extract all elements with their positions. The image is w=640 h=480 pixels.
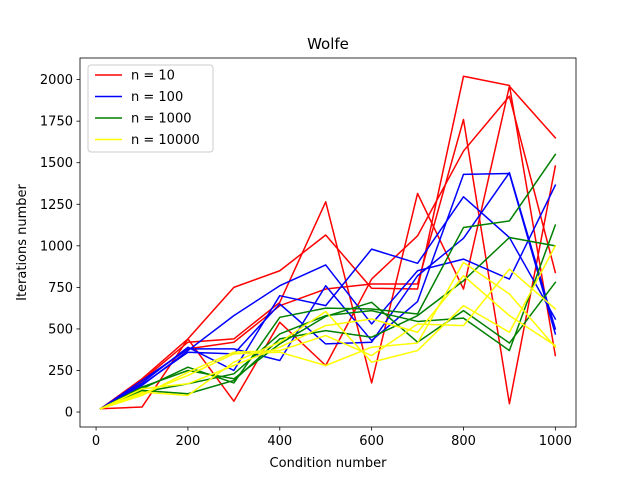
y-tick-label-0: 0: [65, 406, 73, 421]
y-axis-ticks: 0 250 500 750 1000 1250 1500 1750 2000: [40, 73, 80, 421]
x-tick-label-1000: 1000: [539, 434, 572, 449]
y-tick-label-750: 750: [48, 281, 73, 296]
y-tick-label-1000: 1000: [40, 239, 73, 254]
series-line-7: [99, 171, 557, 410]
y-tick-label-1250: 1250: [40, 198, 73, 213]
series-layer: [99, 75, 557, 410]
y-tick-label-2000: 2000: [40, 73, 73, 88]
y-tick-label-1500: 1500: [40, 156, 73, 171]
x-tick-label-200: 200: [176, 434, 201, 449]
series-line-10: [99, 281, 557, 410]
legend-label-3: n = 10000: [131, 133, 200, 148]
chart-title: Wolfe: [307, 35, 349, 53]
series-line-15: [99, 268, 557, 410]
series-line-13: [99, 261, 557, 410]
legend-label-2: n = 1000: [131, 112, 191, 127]
series-line-6: [99, 172, 557, 410]
x-tick-label-400: 400: [267, 434, 292, 449]
x-axis-ticks: 0 200 400 600 800 1000: [92, 427, 572, 449]
series-line-9: [99, 224, 557, 410]
y-tick-label-500: 500: [48, 322, 73, 337]
x-tick-label-0: 0: [92, 434, 100, 449]
y-tick-label-250: 250: [48, 364, 73, 379]
series-line-8: [99, 153, 557, 410]
legend-label-1: n = 100: [131, 90, 183, 105]
series-line-11: [99, 236, 557, 410]
series-line-0: [99, 85, 557, 410]
series-line-14: [99, 274, 557, 410]
x-tick-label-800: 800: [451, 434, 476, 449]
y-axis-label: Iterations number: [15, 183, 30, 300]
x-axis-label: Condition number: [270, 456, 388, 471]
legend-box: [87, 64, 214, 153]
legend-label-0: n = 10: [131, 69, 175, 84]
x-tick-label-600: 600: [359, 434, 384, 449]
series-line-12: [99, 244, 557, 410]
axes-frame: [79, 57, 577, 428]
legend: n = 10 n = 100 n = 1000 n = 10000: [87, 64, 214, 153]
y-tick-label-1750: 1750: [40, 115, 73, 130]
